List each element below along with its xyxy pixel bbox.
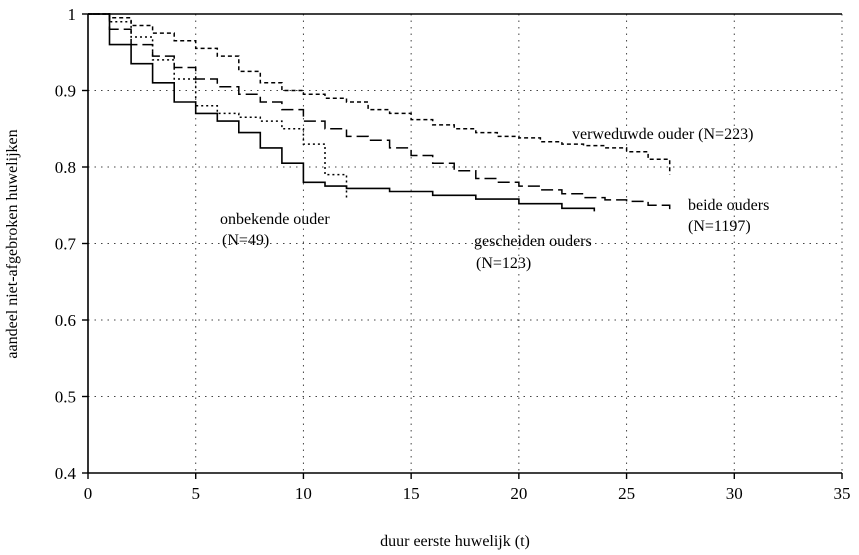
y-tick-label: 0.4: [55, 464, 77, 483]
y-tick-label: 0.5: [55, 388, 76, 407]
x-tick-label: 5: [191, 484, 200, 503]
y-tick-label: 1: [68, 5, 77, 24]
series-line-0: [88, 13, 671, 175]
y-axis-title: aandeel niet-afgebroken huwelijken: [4, 129, 21, 358]
x-tick-label: 30: [726, 484, 743, 503]
annotation-gescheiden-ouders: gescheiden ouders: [474, 233, 592, 250]
x-tick-label: 10: [295, 484, 312, 503]
x-tick-label: 0: [84, 484, 93, 503]
series-line-3: [88, 13, 348, 198]
x-tick-label: 15: [403, 484, 420, 503]
annotation-verweduwde-ouder: verweduwde ouder (N=223): [572, 126, 753, 143]
annotation-gescheiden-ouders-n: (N=123): [476, 255, 531, 272]
y-tick-label: 0.8: [55, 158, 76, 177]
y-tick-label: 0.6: [55, 311, 76, 330]
series-line-2: [88, 13, 596, 212]
tick-labels: 0 5 10 15 20 25 30 35 0.4 0.5 0.6 0.7 0.8 0.9 1: [55, 5, 851, 503]
annotation-beide-ouders: beide ouders: [688, 197, 769, 214]
series-lines: [88, 13, 671, 212]
x-axis-title: duur eerste huwelijk (t): [380, 533, 530, 550]
y-tick-label: 0.9: [55, 82, 76, 101]
annotation-onbekende-ouder-n: (N=49): [222, 232, 269, 249]
x-tick-label: 20: [510, 484, 527, 503]
series-line-1: [88, 13, 671, 210]
annotation-onbekende-ouder: onbekende ouder: [220, 211, 330, 228]
grid-lines: [88, 13, 843, 473]
x-tick-label: 25: [618, 484, 635, 503]
annotation-beide-ouders-n: (N=1197): [688, 218, 751, 235]
x-tick-label: 35: [834, 484, 851, 503]
y-tick-label: 0.7: [55, 235, 77, 254]
